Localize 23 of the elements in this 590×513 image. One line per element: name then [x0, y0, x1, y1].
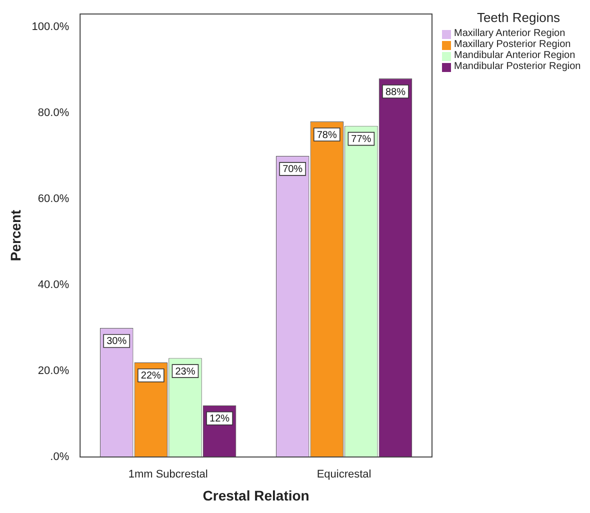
legend-label: Maxillary Anterior Region: [454, 28, 566, 39]
x-tick-label: 1mm Subcrestal: [128, 468, 208, 481]
x-tick-label: Equicrestal: [316, 468, 372, 481]
legend-label: Mandibular Posterior Region: [454, 61, 581, 72]
x-axis-title: Crestal Relation: [202, 487, 310, 504]
data-label: 30%: [106, 336, 127, 348]
data-label: 88%: [385, 86, 406, 98]
y-tick-label: 80.0%: [38, 106, 70, 119]
data-label: 22%: [140, 370, 162, 382]
data-label: 70%: [282, 164, 303, 176]
legend-title: Teeth Regions: [476, 10, 562, 25]
legend-label: Maxillary Posterior Region: [454, 39, 571, 50]
y-tick-label: 60.0%: [38, 192, 70, 205]
data-label: 77%: [351, 134, 372, 146]
data-label: 12%: [210, 414, 230, 425]
legend-label: Mandibular Anterior Region: [454, 50, 576, 61]
y-tick-label: 100.0%: [32, 20, 70, 33]
y-tick-label: .0%: [50, 451, 70, 464]
y-tick-label: 40.0%: [38, 278, 70, 291]
data-label: 23%: [175, 366, 196, 378]
data-label: 78%: [316, 130, 337, 141]
y-tick-label: 20.0%: [38, 365, 70, 378]
y-axis-title: Percent: [7, 209, 24, 262]
